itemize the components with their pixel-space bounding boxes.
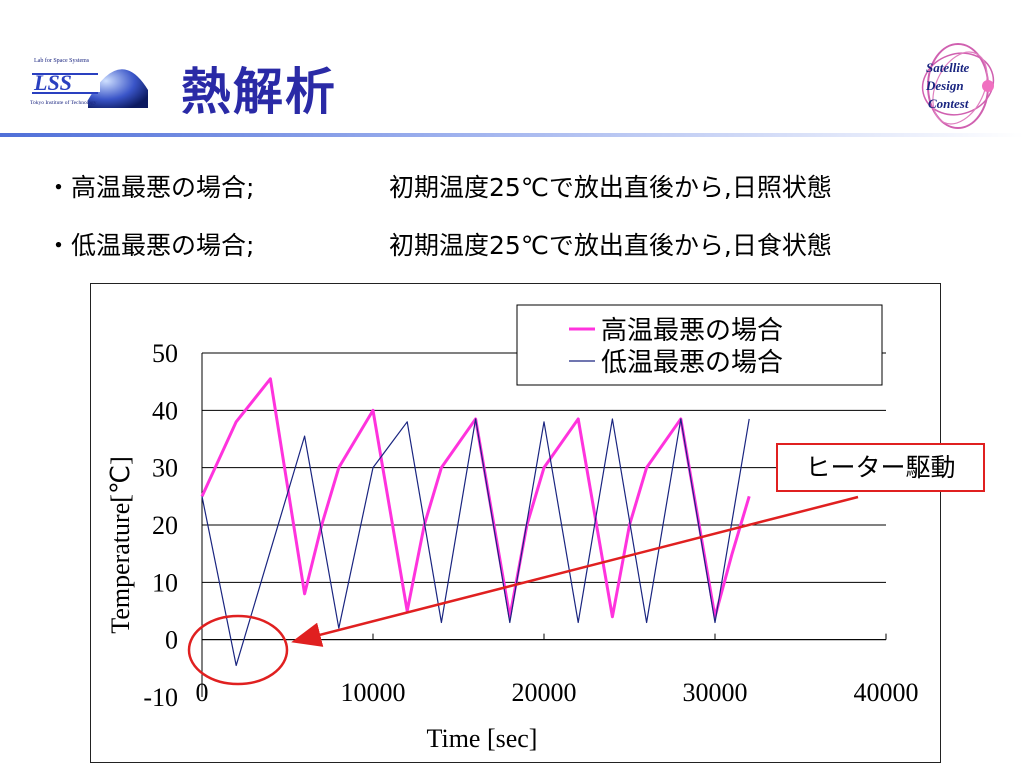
- bullet-marker: ・: [46, 173, 72, 202]
- lss-logo: Lab for Space Systems LSS Tokyo Institut…: [30, 57, 148, 108]
- sdc-logo-line-2: Design: [925, 78, 964, 93]
- y-tick-label: 0: [165, 626, 178, 655]
- bullet-high-temp: ・高温最悪の場合; 初期温度25℃で放出直後から,日照状態: [46, 168, 832, 204]
- header-divider: [0, 133, 1024, 137]
- slide-header: Lab for Space Systems LSS Tokyo Institut…: [0, 0, 1024, 140]
- bullet-detail: 初期温度25℃で放出直後から,日食状態: [389, 231, 832, 260]
- bullet-label: 高温最悪の場合;: [71, 173, 255, 202]
- x-tick-label: 20000: [512, 678, 577, 707]
- lss-logo-bottom-text: Tokyo Institute of Technology: [30, 99, 97, 106]
- x-tick-label: 0: [196, 678, 209, 707]
- lss-logo-top-text: Lab for Space Systems: [34, 57, 90, 64]
- heater-callout: ヒーター駆動: [776, 443, 985, 492]
- sdc-logo-line-3: Contest: [928, 96, 969, 111]
- bullet-detail: 初期温度25℃で放出直後から,日照状態: [389, 173, 832, 202]
- y-tick-label: 20: [152, 511, 178, 540]
- y-tick-label: 10: [152, 568, 178, 597]
- x-tick-label: 10000: [341, 678, 406, 707]
- x-axis-title: Time [sec]: [427, 724, 538, 753]
- y-tick-label: 40: [152, 396, 178, 425]
- y-tick-label: -10: [143, 683, 178, 712]
- bullet-label: 低温最悪の場合;: [71, 231, 255, 260]
- bullet-marker: ・: [46, 231, 72, 260]
- slide-title: 熱解析: [181, 63, 337, 121]
- legend-label: 低温最悪の場合: [601, 348, 783, 377]
- chart-frame: 50 40 30 20 10 0 -10 0 10000 20000 30000 40000 Time …: [90, 283, 941, 763]
- x-tick-label: 40000: [854, 678, 919, 707]
- sdc-logo-line-1: Satellite: [926, 60, 970, 75]
- y-tick-label: 30: [152, 454, 178, 483]
- y-axis-title: Temperature[℃]: [106, 456, 135, 634]
- legend-label: 高温最悪の場合: [601, 316, 783, 345]
- x-tick-label: 30000: [683, 678, 748, 707]
- satellite-design-contest-logo: Satellite Design Contest: [921, 43, 995, 129]
- temperature-chart: 50 40 30 20 10 0 -10 0 10000 20000 30000 40000 Time …: [106, 304, 919, 753]
- bullet-low-temp: ・低温最悪の場合; 初期温度25℃で放出直後から,日食状態: [46, 226, 832, 262]
- legend-box: [516, 304, 883, 386]
- y-tick-label: 50: [152, 339, 178, 368]
